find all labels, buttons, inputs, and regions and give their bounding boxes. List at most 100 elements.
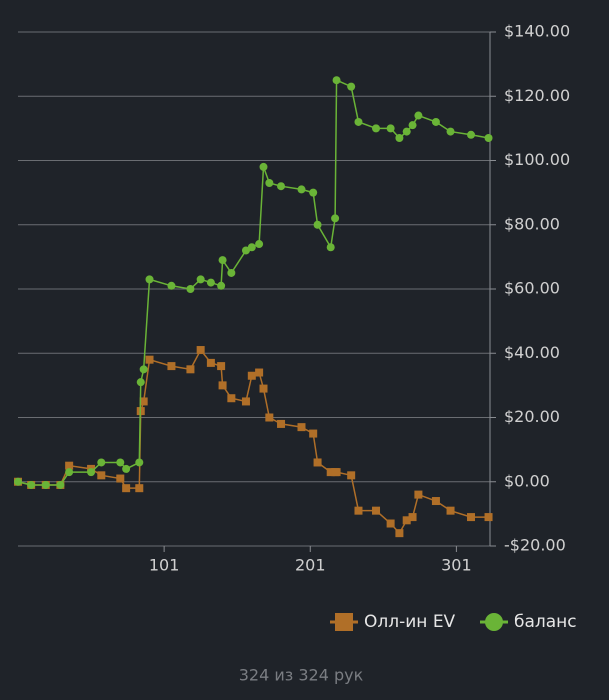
point	[167, 362, 176, 371]
point	[259, 162, 268, 171]
y-tick-label: $100.00	[504, 150, 570, 169]
point	[139, 365, 148, 374]
point	[313, 458, 322, 467]
point	[135, 458, 144, 467]
x-tick-label: 201	[295, 556, 326, 575]
y-tick-label: $120.00	[504, 86, 570, 105]
point	[218, 256, 227, 265]
point	[297, 423, 306, 432]
point	[326, 468, 335, 477]
point	[217, 362, 226, 371]
point	[347, 82, 356, 91]
point	[136, 378, 145, 387]
point	[206, 358, 215, 367]
legend-marker	[335, 613, 353, 631]
point	[431, 117, 440, 126]
point	[186, 365, 195, 374]
point	[167, 281, 176, 290]
point	[484, 134, 493, 143]
point	[265, 178, 274, 187]
point	[395, 529, 404, 538]
point	[309, 188, 318, 197]
point	[354, 506, 363, 515]
point	[255, 368, 264, 377]
point	[122, 484, 131, 493]
point	[297, 185, 306, 194]
y-tick-label: $0.00	[504, 471, 550, 490]
point	[484, 513, 493, 522]
footer: 324 из 324 рук	[239, 666, 364, 685]
legend-marker	[485, 613, 503, 631]
point	[395, 134, 404, 143]
point	[27, 480, 36, 489]
point	[467, 513, 476, 522]
point	[277, 419, 286, 428]
y-tick-label: -$20.00	[504, 536, 566, 555]
point	[41, 480, 50, 489]
point	[309, 429, 318, 438]
point	[332, 468, 341, 477]
y-tick-label: $60.00	[504, 279, 560, 298]
point	[402, 127, 411, 136]
point	[467, 130, 476, 139]
point	[331, 214, 340, 223]
point	[14, 477, 22, 486]
point	[116, 458, 125, 467]
point	[135, 484, 144, 493]
point	[386, 519, 395, 528]
point	[97, 471, 106, 480]
point	[65, 461, 74, 470]
point	[259, 384, 268, 393]
point	[65, 468, 74, 477]
point	[145, 275, 154, 284]
point	[241, 397, 250, 406]
y-tick-label: $80.00	[504, 214, 560, 233]
point	[145, 355, 154, 364]
point	[446, 127, 455, 136]
point	[196, 275, 205, 284]
point	[386, 124, 395, 133]
point	[122, 464, 131, 473]
point	[116, 474, 125, 483]
point	[431, 497, 440, 506]
point	[196, 346, 205, 355]
point	[277, 182, 286, 191]
point	[255, 240, 264, 249]
y-tick-label: $40.00	[504, 343, 560, 362]
point	[87, 468, 96, 477]
point	[56, 480, 65, 489]
point	[332, 76, 341, 85]
point	[217, 281, 226, 290]
point	[186, 285, 195, 293]
x-tick-label: 301	[441, 556, 472, 575]
point	[402, 516, 411, 525]
y-tick-label: $140.00	[504, 22, 570, 41]
point	[354, 117, 363, 126]
point	[408, 121, 417, 130]
point	[372, 506, 381, 515]
point	[227, 268, 236, 277]
point	[408, 513, 417, 522]
point	[372, 124, 381, 133]
point	[97, 458, 106, 467]
y-tick-label: $20.00	[504, 407, 560, 426]
point	[241, 246, 250, 255]
point	[414, 490, 423, 499]
point	[227, 394, 236, 403]
legend-label: баланс	[514, 612, 577, 632]
legend-label: Олл-ин EV	[364, 612, 456, 632]
x-tick-label: 101	[149, 556, 180, 575]
point	[139, 397, 148, 406]
point	[247, 243, 256, 252]
point	[347, 471, 356, 480]
point	[218, 381, 227, 390]
point	[446, 506, 455, 515]
point	[206, 278, 215, 287]
point	[265, 413, 274, 422]
point	[313, 220, 322, 229]
point	[326, 243, 335, 252]
point	[414, 111, 423, 120]
point	[247, 371, 256, 380]
